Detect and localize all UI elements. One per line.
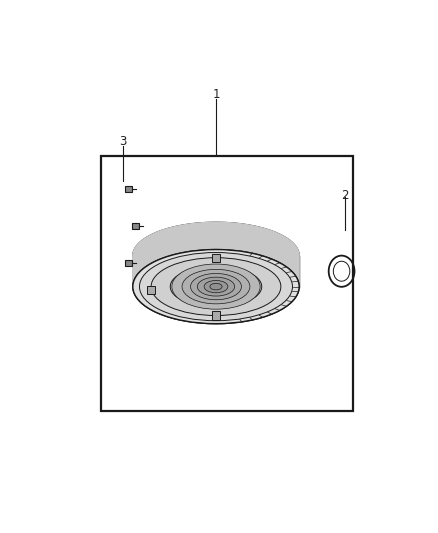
Text: 2: 2 [341,189,349,202]
Ellipse shape [210,284,222,290]
Ellipse shape [182,269,250,304]
Ellipse shape [139,253,293,321]
Text: 1: 1 [212,88,220,101]
Ellipse shape [151,257,281,316]
Ellipse shape [204,280,228,293]
Bar [212,254,220,262]
Bar [125,186,132,192]
Bar [212,311,220,320]
Polygon shape [133,222,299,287]
Polygon shape [133,256,299,324]
Text: 3: 3 [119,135,126,148]
Bar [147,286,155,294]
Ellipse shape [191,273,241,300]
Ellipse shape [197,277,235,296]
Bar [132,223,139,229]
Bar [101,156,353,411]
Ellipse shape [133,249,299,324]
Bar [125,260,132,266]
Ellipse shape [170,266,262,307]
Ellipse shape [172,264,260,309]
